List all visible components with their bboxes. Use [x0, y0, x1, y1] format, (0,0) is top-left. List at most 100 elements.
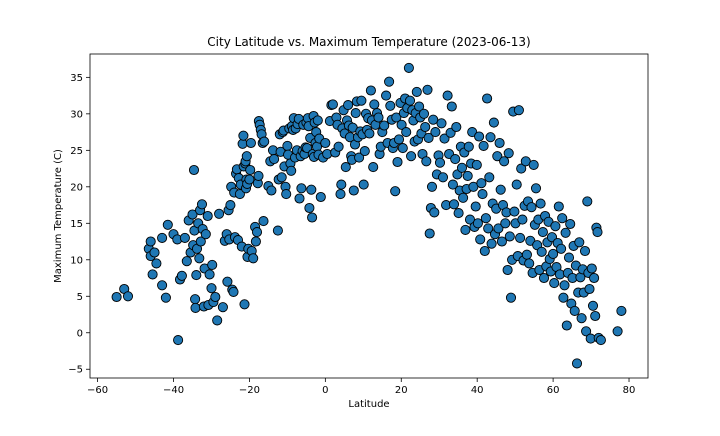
data-point-341 [549, 278, 560, 289]
x-tick-label: 60 [547, 385, 560, 396]
x-tick-label: 20 [395, 385, 408, 396]
data-point-51 [222, 276, 233, 287]
data-point-161 [336, 179, 347, 190]
data-point-295 [496, 236, 507, 247]
data-point-281 [480, 213, 491, 224]
data-point-368 [579, 245, 591, 257]
data-point-137 [306, 184, 317, 195]
data-point-257 [453, 208, 464, 219]
data-point-94 [258, 216, 269, 227]
data-point-17 [176, 270, 187, 281]
data-point-282 [482, 93, 493, 104]
data-point-159 [333, 141, 344, 152]
data-point-2 [122, 291, 134, 302]
data-point-7 [149, 247, 160, 258]
data-point-231 [420, 121, 431, 133]
y-tick-label: 15 [70, 219, 83, 230]
x-axis-label: Latitude [348, 399, 389, 410]
data-point-165 [340, 162, 351, 173]
data-point-81 [245, 137, 256, 149]
data-point-135 [304, 202, 315, 214]
data-point-349 [558, 292, 569, 303]
data-point-381 [595, 335, 606, 346]
x-tick-label: −60 [87, 385, 108, 396]
data-point-151 [320, 137, 331, 149]
data-point-85 [250, 236, 261, 247]
data-point-173 [348, 185, 359, 196]
data-point-10 [157, 232, 168, 243]
data-point-302 [504, 231, 515, 242]
data-point-266 [463, 141, 474, 152]
data-point-300 [502, 264, 513, 276]
data-point-12 [162, 219, 173, 230]
data-point-208 [392, 156, 403, 168]
y-tick-label: 30 [70, 109, 83, 120]
data-point-41 [204, 269, 215, 280]
data-point-306 [509, 206, 520, 217]
data-point-26 [190, 294, 201, 305]
data-point-352 [561, 320, 572, 331]
data-point-15 [173, 335, 184, 346]
data-point-348 [557, 213, 568, 224]
data-point-301 [503, 148, 514, 159]
data-point-79 [244, 174, 255, 185]
data-point-57 [228, 286, 239, 297]
data-point-294 [495, 184, 506, 195]
data-point-369 [581, 326, 592, 337]
data-point-8 [151, 258, 162, 269]
y-tick-label: 25 [70, 146, 83, 157]
plot-frame [89, 53, 649, 379]
data-point-211 [396, 119, 407, 130]
data-point-70 [239, 299, 250, 310]
data-point-325 [530, 183, 542, 194]
data-point-47 [214, 208, 225, 219]
data-point-285 [485, 132, 496, 143]
data-point-272 [470, 201, 481, 212]
data-point-194 [373, 112, 384, 123]
data-point-317 [521, 249, 532, 260]
data-point-215 [401, 127, 412, 138]
data-point-310 [513, 105, 524, 116]
data-point-217 [403, 62, 414, 73]
data-point-284 [484, 172, 495, 183]
data-point-372 [584, 283, 595, 295]
data-point-18 [179, 232, 190, 243]
data-point-340 [548, 248, 559, 259]
data-point-376 [589, 272, 600, 284]
data-point-293 [494, 137, 505, 149]
data-point-100 [269, 154, 280, 165]
data-point-24 [188, 164, 200, 176]
data-point-138 [307, 212, 318, 223]
data-point-240 [430, 127, 441, 138]
data-point-39 [202, 210, 213, 222]
y-tick-label: 20 [70, 182, 83, 193]
data-point-149 [315, 191, 326, 203]
data-point-86 [251, 227, 263, 238]
data-point-182 [358, 179, 369, 190]
data-point-206 [390, 186, 401, 197]
data-point-261 [458, 192, 469, 203]
data-point-199 [381, 90, 392, 101]
data-point-342 [550, 221, 561, 232]
data-point-265 [462, 170, 473, 181]
y-axis-label: Maximum Temperature (C) [53, 149, 64, 283]
data-point-235 [424, 228, 435, 239]
data-point-155 [327, 99, 338, 110]
x-tick-label: −20 [239, 385, 260, 396]
data-point-42 [206, 283, 217, 294]
data-point-6 [147, 269, 158, 280]
data-point-80 [245, 164, 256, 176]
data-point-183 [359, 146, 370, 157]
data-point-260 [456, 162, 468, 173]
data-point-75 [241, 151, 252, 162]
data-point-245 [437, 172, 449, 183]
data-point-218 [404, 95, 416, 106]
y-tick-label: 0 [77, 328, 83, 339]
data-point-303 [505, 292, 517, 303]
data-point-33 [195, 236, 206, 247]
data-point-191 [369, 99, 380, 110]
data-point-232 [421, 156, 432, 167]
data-point-88 [253, 170, 264, 181]
data-point-83 [248, 253, 259, 264]
